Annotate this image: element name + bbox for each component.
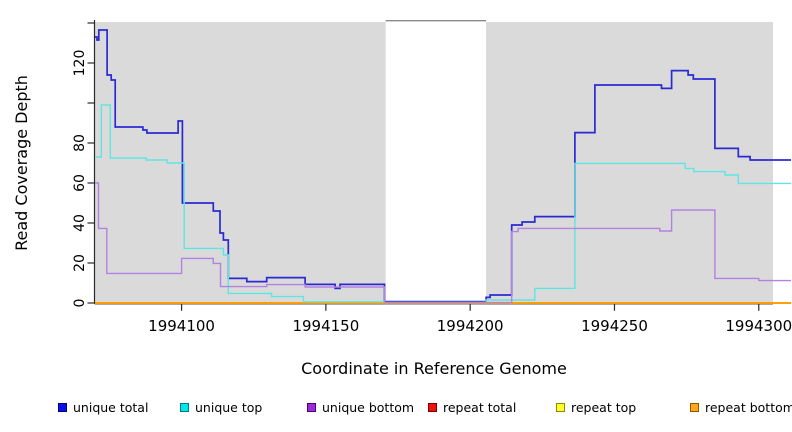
- x-tick-label-1994100: 1994100: [148, 317, 215, 335]
- series-layer: [95, 29, 791, 304]
- y-axis-title: Read Coverage Depth: [12, 75, 31, 251]
- x-tick-label-1994150: 1994150: [292, 317, 359, 335]
- y-tick-label-40: 40: [72, 214, 88, 232]
- x-tick-label-1994300: 1994300: [725, 317, 792, 335]
- y-tick-label-0: 0: [72, 299, 88, 308]
- x-axis-title: Coordinate in Reference Genome: [301, 359, 567, 378]
- x-tick-label-1994200: 1994200: [437, 317, 504, 335]
- y-tick-label-80: 80: [72, 134, 88, 152]
- x-tick-label-1994250: 1994250: [581, 317, 648, 335]
- series-line-unique-top: [95, 104, 791, 304]
- y-tick-label-20: 20: [72, 254, 88, 272]
- y-tick-label-120: 120: [72, 50, 88, 77]
- series-line-unique-bottom: [95, 182, 791, 304]
- missing-data-region: [385, 20, 487, 305]
- y-tick-label-60: 60: [72, 174, 88, 192]
- plot-background-layer: [95, 20, 773, 305]
